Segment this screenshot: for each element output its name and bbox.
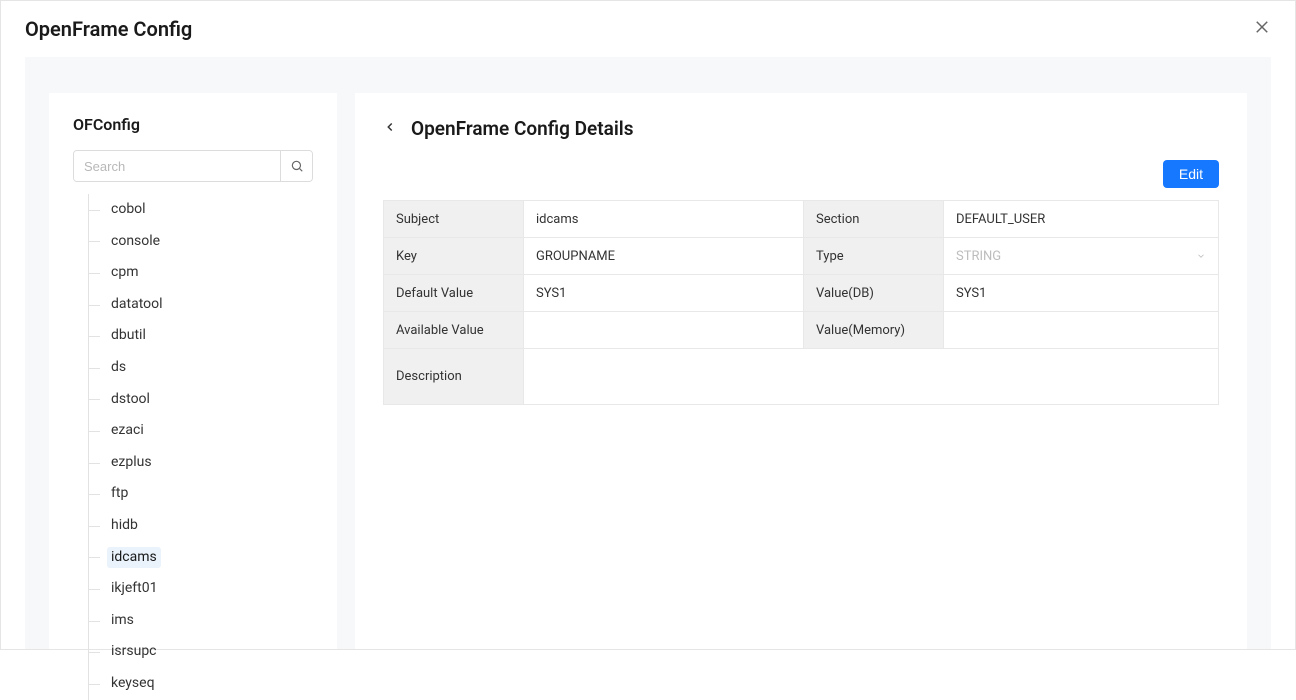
value-key: GROUPNAME [524,238,804,275]
label-key: Key [384,238,524,275]
table-row: Subject idcams Section DEFAULT_USER [384,201,1219,238]
sidebar-item-console[interactable]: console [107,226,313,258]
sidebar-item-label: ezaci [107,420,148,442]
value-type[interactable]: STRING [944,238,1219,275]
sidebar-item-ds[interactable]: ds [107,352,313,384]
detail-title: OpenFrame Config Details [411,117,634,140]
sidebar-item-label: dstool [107,389,154,411]
sidebar-item-ims[interactable]: ims [107,605,313,637]
sidebar-title: OFConfig [73,115,313,134]
label-available-value: Available Value [384,312,524,349]
sidebar-item-label: keyseq [107,673,159,695]
sidebar-item-label: cobol [107,199,150,221]
sidebar-item-label: ftp [107,483,132,505]
label-description: Description [384,349,524,405]
label-value-memory: Value(Memory) [804,312,944,349]
table-row: Default Value SYS1 Value(DB) SYS1 [384,275,1219,312]
detail-panel: OpenFrame Config Details Edit Subject id… [355,93,1247,649]
sidebar-item-ftp[interactable]: ftp [107,478,313,510]
sidebar-item-dstool[interactable]: dstool [107,384,313,416]
table-row: Available Value Value(Memory) [384,312,1219,349]
detail-header: OpenFrame Config Details [383,117,1219,140]
sidebar-item-ezaci[interactable]: ezaci [107,415,313,447]
label-subject: Subject [384,201,524,238]
value-description [524,349,1219,405]
sidebar-item-label: hidb [107,515,142,537]
page-title: OpenFrame Config [25,17,192,41]
sidebar-item-idcams[interactable]: idcams [107,542,313,574]
app-frame: OpenFrame Config OFConfig cobol console cp… [0,0,1296,650]
sidebar-item-hidb[interactable]: hidb [107,510,313,542]
config-tree: cobol console cpm datatool dbutil ds dstool eza… [73,194,313,700]
sidebar-item-label: console [107,231,164,253]
body-area: OFConfig cobol console cpm datatool dbutil ds… [25,57,1271,649]
sidebar-item-datatool[interactable]: datatool [107,289,313,321]
sidebar-item-cobol[interactable]: cobol [107,194,313,226]
search-button[interactable] [280,151,312,181]
label-section: Section [804,201,944,238]
value-available-value [524,312,804,349]
search-icon [290,159,304,173]
edit-button[interactable]: Edit [1163,160,1219,188]
label-value-db: Value(DB) [804,275,944,312]
table-row: Description [384,349,1219,405]
back-button[interactable] [383,119,397,138]
type-select[interactable]: STRING [956,249,1206,264]
value-value-memory [944,312,1219,349]
value-section: DEFAULT_USER [944,201,1219,238]
sidebar-item-label: idcams [107,547,161,569]
table-row: Key GROUPNAME Type STRING [384,238,1219,275]
sidebar-item-keyseq[interactable]: keyseq [107,668,313,700]
sidebar-item-label: datatool [107,294,167,316]
search-input[interactable] [74,151,280,181]
sidebar-item-label: isrsupc [107,641,161,663]
label-type: Type [804,238,944,275]
sidebar-item-label: ds [107,357,130,379]
value-default-value: SYS1 [524,275,804,312]
value-value-db: SYS1 [944,275,1219,312]
sidebar-item-label: cpm [107,262,142,284]
sidebar-item-ikjeft01[interactable]: ikjeft01 [107,573,313,605]
sidebar-item-ezplus[interactable]: ezplus [107,447,313,479]
action-row: Edit [383,160,1219,188]
sidebar-item-isrsupc[interactable]: isrsupc [107,636,313,668]
search-wrap [73,150,313,182]
close-button[interactable] [1253,18,1271,40]
chevron-down-icon [1196,251,1206,261]
header-bar: OpenFrame Config [1,1,1295,57]
label-default-value: Default Value [384,275,524,312]
sidebar-item-label: ims [107,610,138,632]
type-value: STRING [956,249,1001,264]
sidebar-item-cpm[interactable]: cpm [107,257,313,289]
detail-table: Subject idcams Section DEFAULT_USER Key … [383,200,1219,405]
sidebar-item-label: ikjeft01 [107,578,161,600]
sidebar-item-dbutil[interactable]: dbutil [107,320,313,352]
sidebar-item-label: dbutil [107,325,150,347]
close-icon [1253,18,1271,36]
value-subject: idcams [524,201,804,238]
sidebar: OFConfig cobol console cpm datatool dbutil ds… [49,93,337,649]
chevron-left-icon [383,120,397,134]
sidebar-item-label: ezplus [107,452,156,474]
